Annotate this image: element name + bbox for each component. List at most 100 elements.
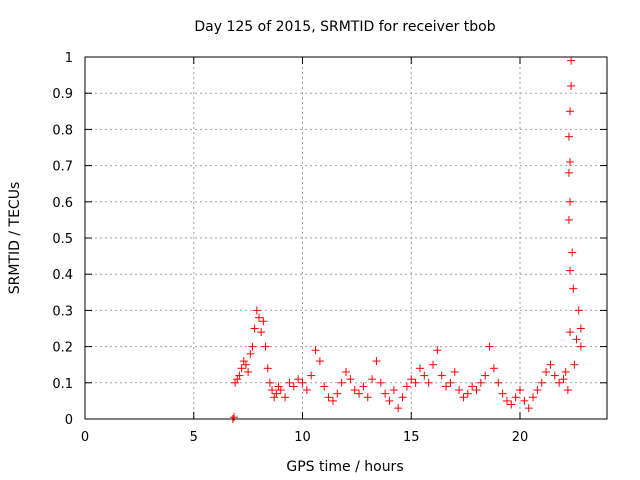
data-point [433,346,442,355]
data-point [411,378,420,387]
data-point [302,386,311,395]
data-point [252,306,261,315]
data-point [481,371,490,380]
data-point [265,378,274,387]
data-point [355,389,364,398]
y-tick-label: 0.6 [52,196,73,211]
data-point [337,378,346,387]
x-tick-label: 15 [403,430,420,445]
data-point [566,266,575,275]
data-point [274,382,283,391]
chart-title: Day 125 of 2015, SRMTID for receiver tbo… [194,19,495,35]
data-point [311,346,320,355]
data-point [520,396,529,405]
data-point [455,386,464,395]
data-point [372,357,381,366]
data-point [498,389,507,398]
data-point [568,248,577,257]
grid-lines [85,57,607,419]
data-point [511,393,520,402]
data-point [569,284,578,293]
data-point [550,371,559,380]
x-tick-label: 10 [294,430,311,445]
data-point [307,371,316,380]
data-point [442,382,451,391]
y-tick-label: 0.7 [52,160,73,175]
data-point [472,386,481,395]
data-point [516,386,524,395]
data-point [476,378,485,387]
data-point [567,81,576,90]
data-point [576,324,585,333]
data-point [324,393,333,402]
data-point [502,396,511,405]
axis-ticks: 00.10.20.30.40.50.60.70.80.910 5 10 15 20 [52,51,607,445]
data-point [567,56,576,65]
data-point [363,393,372,402]
y-tick-label: 0.5 [52,232,73,247]
data-point [315,357,324,366]
y-tick-label: 0.8 [52,123,73,138]
data-point [564,215,573,224]
data-point [229,413,238,422]
data-point [289,382,298,391]
x-tick-label: 20 [512,430,529,445]
data-point [566,107,575,116]
data-point [368,375,377,384]
data-point [574,306,583,315]
data-point [524,404,533,413]
data-point [564,168,573,177]
data-point [385,396,394,405]
data-point [542,367,551,376]
data-point [424,378,433,387]
data-point [555,378,564,387]
data-point [529,393,538,402]
data-point [559,375,568,384]
data-point [566,197,575,206]
data-point [241,360,250,369]
data-point [270,393,279,402]
y-axis-label: SRMTID / TECUs [7,182,23,295]
y-tick-label: 0.2 [52,341,73,356]
data-point [257,328,266,337]
data-point [250,324,259,333]
x-tick-label: 5 [190,430,198,445]
data-point [276,386,285,395]
data-point [237,364,246,373]
y-tick-label: 0 [65,413,73,428]
data-point [239,357,248,366]
data-point [420,371,429,380]
data-point [402,382,411,391]
data-point [235,371,244,380]
data-point [537,378,546,387]
data-point [459,393,468,402]
data-point [342,367,350,376]
data-point [450,367,459,376]
data-point [507,400,516,409]
data-point [261,342,270,351]
data-point [298,378,307,387]
y-tick-label: 0.3 [52,304,73,319]
data-point [494,378,503,387]
data-point [272,389,281,398]
data-point [359,382,368,391]
data-point [259,317,268,326]
data-point [376,378,385,387]
data-point [566,157,575,166]
data-point [570,360,579,369]
data-point [328,396,337,405]
data-point [437,371,446,380]
data-point [350,386,359,395]
data-point [407,375,416,384]
data-point [566,328,575,337]
data-point [281,393,290,402]
data-point [394,404,403,413]
data-point [248,342,257,351]
data-point [561,367,570,376]
data-point [468,382,477,391]
data-point [563,386,572,395]
data-point [233,375,242,384]
x-axis-label: GPS time / hours [286,459,403,475]
data-point [346,375,355,384]
